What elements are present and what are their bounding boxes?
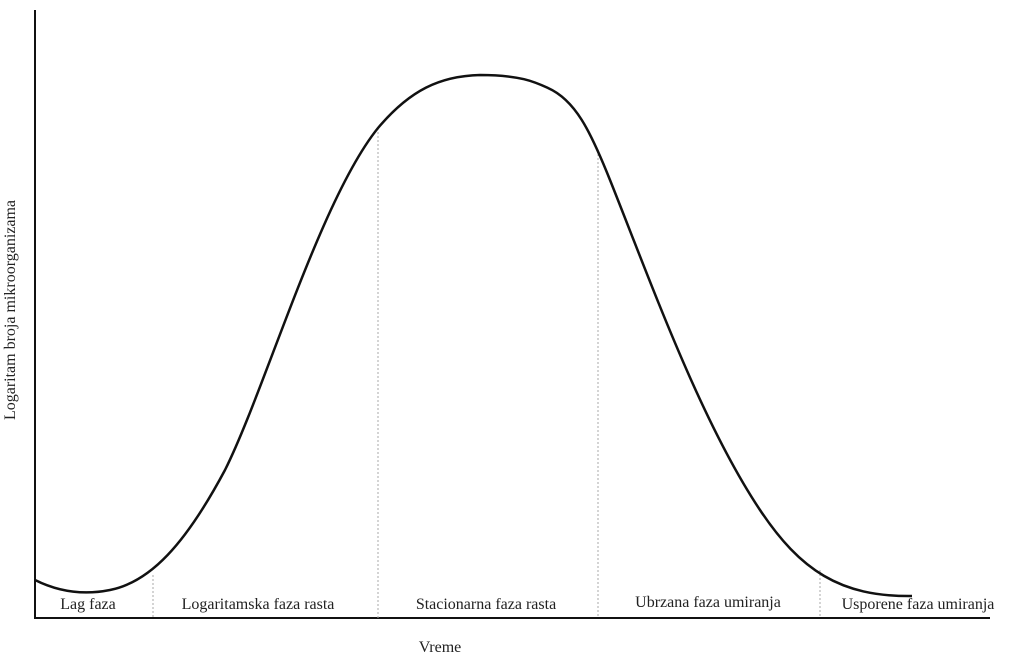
phase-label: Usporene faza umiranja (842, 596, 995, 613)
phase-label: Ubrzana faza umiranja (635, 594, 781, 611)
phase-label: Logaritamska faza rasta (182, 596, 335, 613)
phase-label: Lag faza (60, 596, 116, 613)
phase-label: Stacionarna faza rasta (416, 596, 556, 613)
growth-curve (34, 73, 913, 598)
x-axis-label: Vreme (419, 639, 462, 656)
phase-dividers (152, 128, 821, 618)
y-axis-label: Logaritam broja mikroorganizama (2, 200, 19, 420)
